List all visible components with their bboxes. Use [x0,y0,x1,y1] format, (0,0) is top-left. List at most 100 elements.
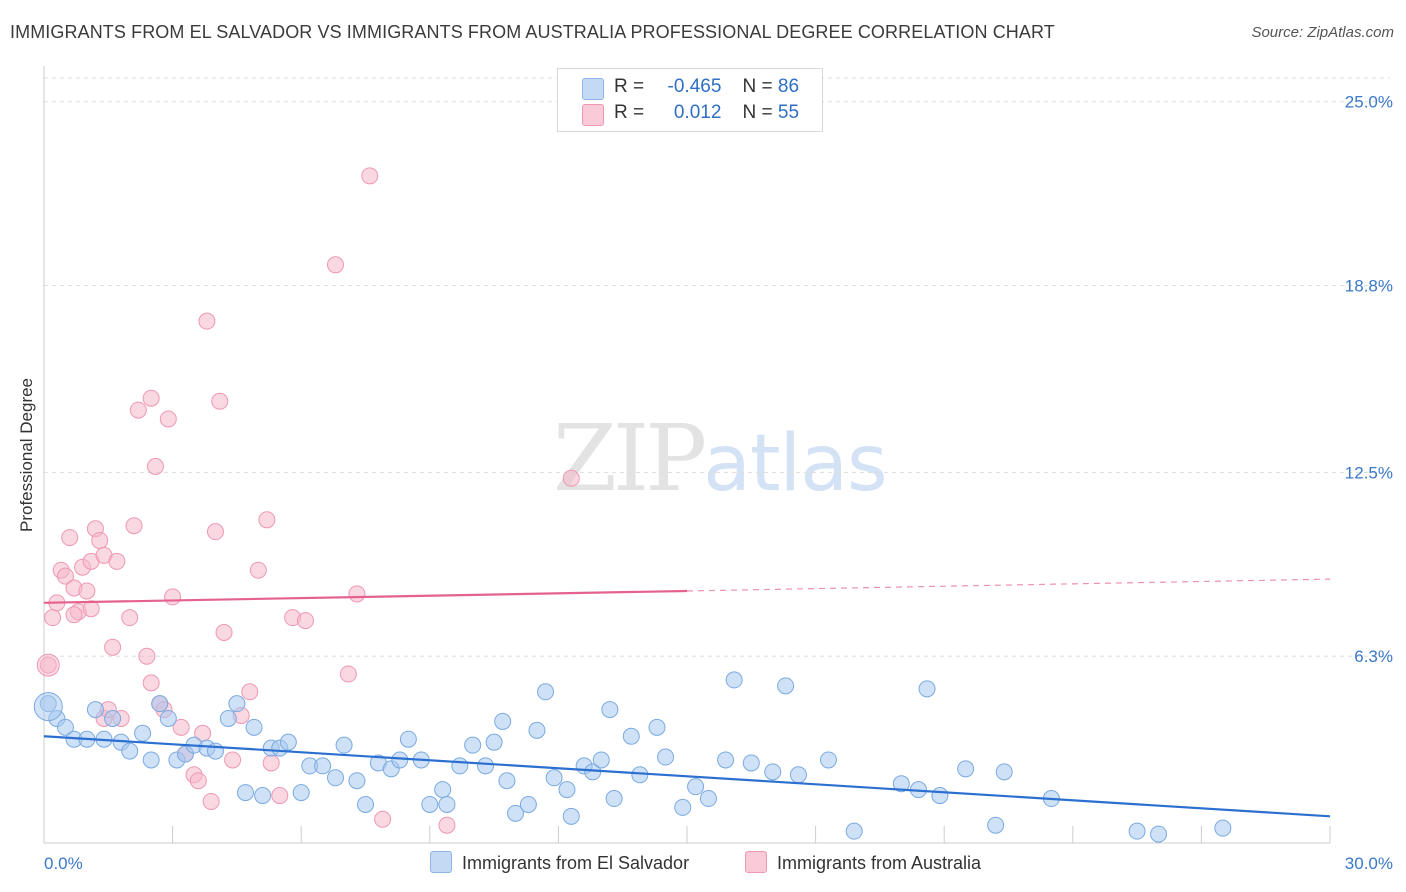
el-salvador-point [777,677,795,695]
el-salvador-point [56,718,74,736]
el-salvador-point [219,709,237,727]
r-value-el-salvador: -0.465 [667,76,722,97]
el-salvador-point [537,683,555,701]
australia-point [271,787,289,805]
australia-point [82,600,100,618]
el-salvador-point [335,736,353,754]
australia-point [138,647,156,665]
el-salvador-point [326,769,344,787]
el-salvador-point [957,760,975,778]
el-salvador-point [292,784,310,802]
australia-point [108,552,126,570]
y-tick-label: 18.8% [1345,277,1393,296]
el-salvador-point [819,751,837,769]
el-salvador-point [605,790,623,808]
n-label: N = [742,102,773,123]
el-salvador-point [1150,825,1168,843]
bottom-legend-australia: Immigrants from Australia [745,851,981,874]
bottom-legend-label-el-salvador: Immigrants from El Salvador [462,853,690,873]
el-salvador-point [592,751,610,769]
australia-point [215,623,233,641]
australia-point [142,389,160,407]
australia-point [65,606,83,624]
el-salvador-point [648,718,666,736]
n-label: N = [742,76,773,97]
x-tick-label: 0.0% [44,854,83,873]
chart-title: IMMIGRANTS FROM EL SALVADOR VS IMMIGRANT… [10,22,1055,42]
el-salvador-point [86,701,104,719]
el-salvador-point [622,727,640,745]
el-salvador-point [121,742,139,760]
el-salvador-point [631,766,649,784]
el-salvador-point [438,795,456,813]
n-value-australia: 55 [777,102,800,123]
australia-trend-line [43,589,688,604]
australia-point [172,718,190,736]
el-salvador-point [421,795,439,813]
el-salvador-point [159,709,177,727]
y-tick-label: 25.0% [1345,93,1393,112]
australia-point [159,410,177,428]
el-salvador-point [1128,822,1146,840]
australia-point [164,588,182,606]
australia-point [206,523,224,541]
r-label: R = [614,102,645,123]
el-salvador-point [254,787,272,805]
australia-point [374,810,392,828]
el-salvador-point [477,757,495,775]
australia-point [78,582,96,600]
australia-point [189,772,207,790]
x-tick-label: 30.0% [1345,854,1393,873]
el-salvador-point [451,757,469,775]
australia-point [146,457,164,475]
el-salvador-point [742,754,760,772]
el-salvador-trend-line [43,735,1331,818]
australia-point [61,529,79,547]
australia-point [296,612,314,630]
el-salvador-point [519,795,537,813]
el-salvador-point [995,763,1013,781]
el-salvador-point [348,772,366,790]
el-salvador-point [725,671,743,689]
bottom-legend-label-australia: Immigrants from Australia [777,853,982,873]
el-salvador-point [236,784,254,802]
el-salvador-point [528,721,546,739]
el-salvador-point [494,712,512,730]
australia-point [91,532,109,550]
australia-point [224,751,242,769]
australia-point [249,561,267,579]
y-tick-label: 6.3% [1354,647,1393,666]
australia-point [125,517,143,535]
el-salvador-point [558,781,576,799]
watermark: ZIPatlas [553,405,888,512]
el-salvador-point [142,751,160,769]
australia-point [36,653,60,677]
australia-point [361,167,379,185]
el-salvador-point [464,736,482,754]
el-salvador-point [1214,819,1232,837]
el-salvador-point [498,772,516,790]
australia-point [142,674,160,692]
el-salvador-point [918,680,936,698]
el-salvador-point [391,751,409,769]
el-salvador-point [399,730,417,748]
australia-point [44,609,62,627]
australia-point [326,256,344,274]
el-salvador-point [434,781,452,799]
australia-point [202,792,220,810]
bottom-legend-el-salvador: Immigrants from El Salvador [430,851,689,874]
bottom-legend-swatch-blue [430,851,452,873]
el-salvador-point [657,748,675,766]
r-label: R = [614,76,645,97]
y-tick-label: 12.5% [1345,463,1393,482]
australia-point [129,401,147,419]
australia-point [438,816,456,834]
legend-swatch-pink [582,104,604,126]
australia-point [562,469,580,487]
el-salvador-point [485,733,503,751]
australia-point [258,511,276,529]
y-axis-label: Professional Degree [17,377,36,533]
legend-swatch-blue [582,78,604,100]
el-salvador-point [789,766,807,784]
